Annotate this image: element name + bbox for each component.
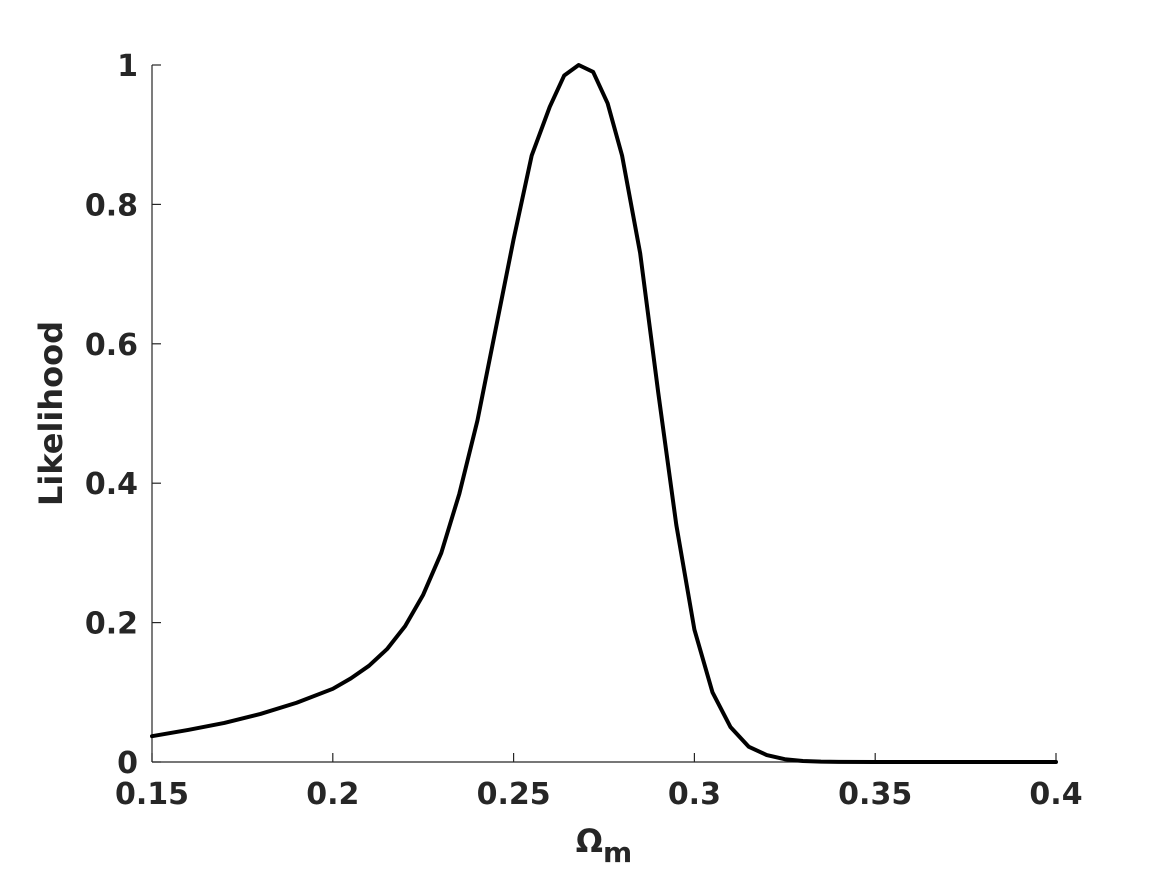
x-axis-label: Ωm — [576, 822, 632, 869]
x-tick-label: 0.15 — [115, 777, 189, 812]
likelihood-curve — [150, 63, 1058, 764]
x-tick-label: 0.35 — [838, 777, 912, 812]
x-tick-label: 0.3 — [668, 777, 721, 812]
y-tick-label: 1 — [117, 49, 138, 84]
x-tick-label: 0.25 — [477, 777, 551, 812]
axes — [151, 65, 1056, 763]
x-axis-label-subscript: m — [603, 836, 632, 869]
y-tick-label: 0.8 — [85, 188, 138, 223]
x-axis-label-main: Ω — [576, 822, 603, 860]
x-tick-label: 0.4 — [1029, 777, 1082, 812]
x-tick-label: 0.2 — [306, 777, 359, 812]
y-axis-label: Likelihood — [32, 321, 70, 506]
y-ticks: 0 0.2 0.4 0.6 0.8 1 — [85, 49, 161, 781]
y-tick-label: 0 — [117, 746, 138, 781]
y-tick-label: 0.4 — [85, 467, 138, 502]
y-tick-label: 0.6 — [85, 328, 138, 363]
x-ticks: 0.15 0.2 0.25 0.3 0.35 0.4 — [115, 753, 1083, 812]
y-tick-label: 0.2 — [85, 607, 138, 642]
